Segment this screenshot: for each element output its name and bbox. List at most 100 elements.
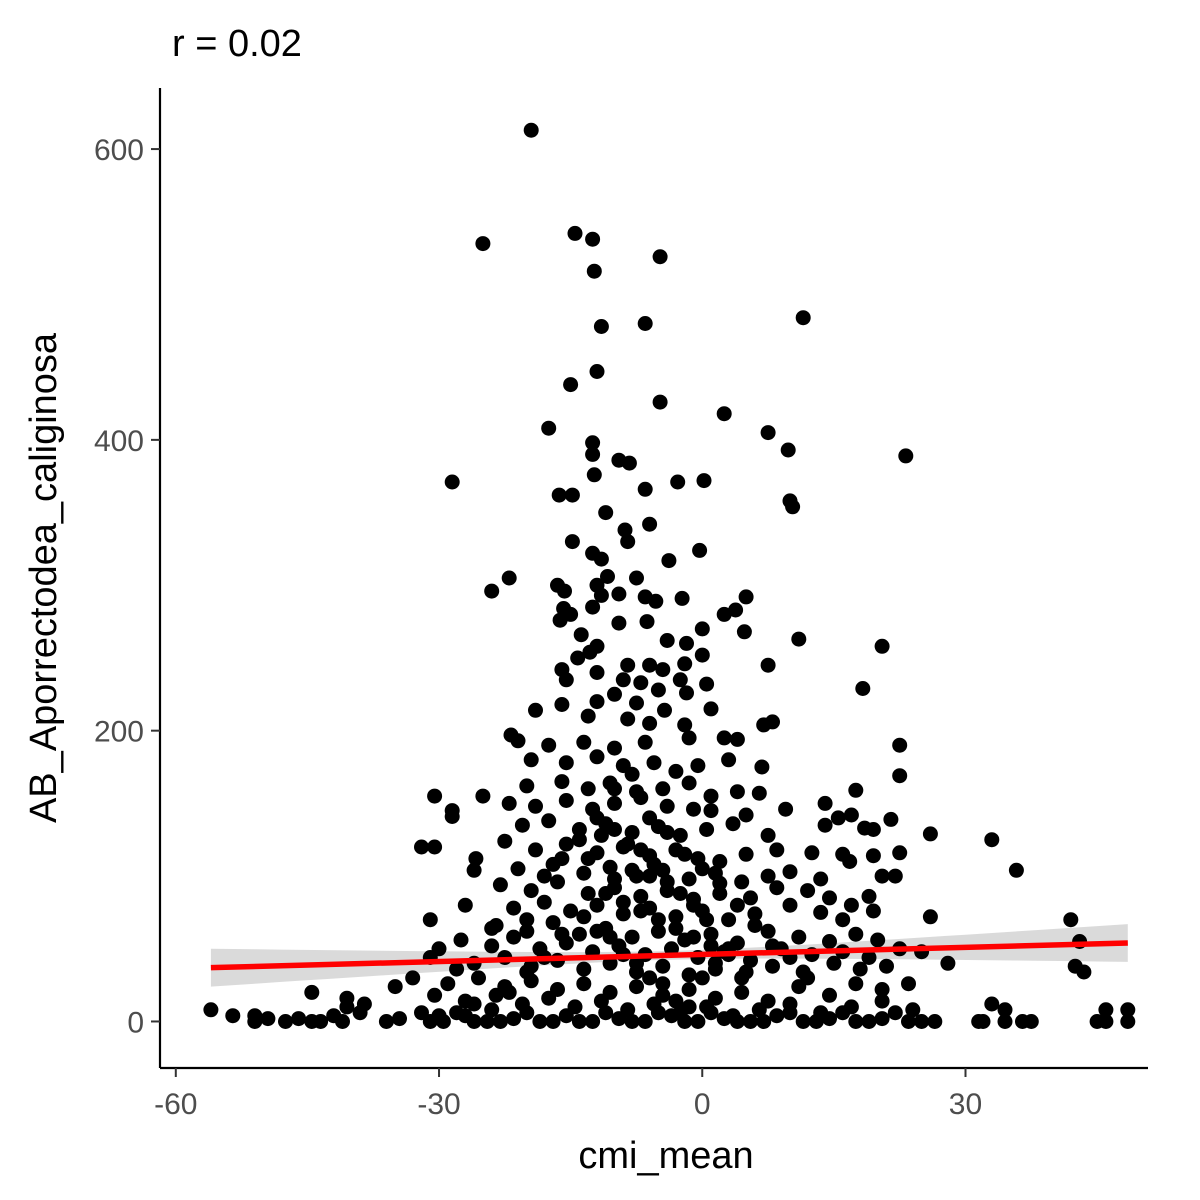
data-point <box>765 714 780 730</box>
data-point <box>536 868 552 884</box>
data-point <box>589 694 605 710</box>
data-point <box>1098 1002 1114 1018</box>
data-point <box>668 909 684 925</box>
data-point <box>795 1014 811 1029</box>
data-point <box>501 570 517 586</box>
data-point <box>1120 1002 1136 1018</box>
data-point <box>589 364 605 379</box>
data-point <box>699 676 715 692</box>
data-point <box>607 795 622 811</box>
data-point <box>466 996 482 1012</box>
data-point <box>642 657 658 673</box>
data-point <box>668 993 684 1009</box>
data-point <box>760 425 776 441</box>
data-point <box>813 904 829 920</box>
data-point <box>633 675 649 691</box>
data-point <box>501 795 517 811</box>
data-point <box>1023 1014 1039 1029</box>
data-point <box>707 955 723 971</box>
data-point <box>681 999 697 1015</box>
data-point <box>617 522 633 538</box>
data-point <box>728 602 744 618</box>
data-point <box>563 377 579 393</box>
data-point <box>602 859 618 875</box>
chart-title: r = 0.02 <box>172 23 302 65</box>
y-axis-ticks: 0 200 400 600 <box>94 134 160 1039</box>
data-point <box>598 886 614 901</box>
data-point <box>848 782 864 798</box>
data-point <box>874 1011 890 1027</box>
data-point <box>501 984 517 1000</box>
data-point <box>519 923 535 939</box>
data-point <box>607 686 622 702</box>
data-point <box>576 734 592 750</box>
data-point <box>760 868 776 884</box>
data-point <box>736 624 752 640</box>
data-point <box>637 734 653 750</box>
data-point <box>751 785 767 801</box>
data-point <box>664 1008 679 1024</box>
data-point <box>541 990 557 1006</box>
data-point <box>510 733 526 749</box>
data-point <box>558 836 574 852</box>
data-point <box>861 888 877 904</box>
data-point <box>637 481 653 497</box>
data-point <box>975 1014 991 1029</box>
data-point <box>545 1014 561 1029</box>
data-point <box>672 827 688 843</box>
data-point <box>813 871 829 887</box>
data-point <box>655 976 671 992</box>
data-point <box>607 822 622 837</box>
x-axis-ticks: -60 -30 0 30 <box>154 1068 982 1121</box>
data-point <box>573 627 589 643</box>
data-point <box>804 845 820 861</box>
data-point <box>541 420 557 436</box>
data-point <box>585 231 601 247</box>
data-point <box>291 1011 307 1027</box>
data-point <box>585 599 601 615</box>
data-point <box>431 941 447 957</box>
data-point <box>652 394 668 410</box>
data-point <box>633 790 649 806</box>
data-point <box>466 862 482 878</box>
data-point <box>874 638 890 654</box>
data-point <box>696 473 712 489</box>
data-point <box>519 912 535 928</box>
data-point <box>444 474 460 490</box>
data-point <box>203 1002 219 1018</box>
data-point <box>488 987 504 1003</box>
data-point <box>427 987 443 1003</box>
data-point <box>624 1014 640 1029</box>
data-point <box>997 1002 1013 1018</box>
data-point <box>642 868 658 884</box>
data-point <box>652 249 668 265</box>
data-point <box>650 923 666 939</box>
data-point <box>743 890 758 906</box>
data-point <box>405 970 421 986</box>
data-point <box>457 897 473 913</box>
data-point <box>681 775 697 791</box>
data-point <box>589 749 605 765</box>
data-point <box>593 587 609 603</box>
data-point <box>922 909 938 925</box>
data-point <box>674 590 690 606</box>
data-point <box>356 996 372 1012</box>
data-point <box>642 970 658 986</box>
data-point <box>536 894 552 910</box>
data-point <box>615 906 631 922</box>
data-point <box>861 950 877 965</box>
data-point <box>699 822 715 837</box>
data-point <box>729 1014 745 1029</box>
data-point <box>901 1014 916 1029</box>
data-point <box>734 874 750 890</box>
data-point <box>558 793 574 808</box>
x-tick-label: -30 <box>417 1088 460 1121</box>
data-point <box>760 827 776 843</box>
data-point <box>620 711 636 727</box>
y-tick-label: 600 <box>94 134 144 167</box>
data-point <box>725 816 741 832</box>
data-point <box>679 685 694 701</box>
data-point <box>514 817 530 833</box>
data-point <box>554 697 570 712</box>
data-point <box>646 856 662 872</box>
